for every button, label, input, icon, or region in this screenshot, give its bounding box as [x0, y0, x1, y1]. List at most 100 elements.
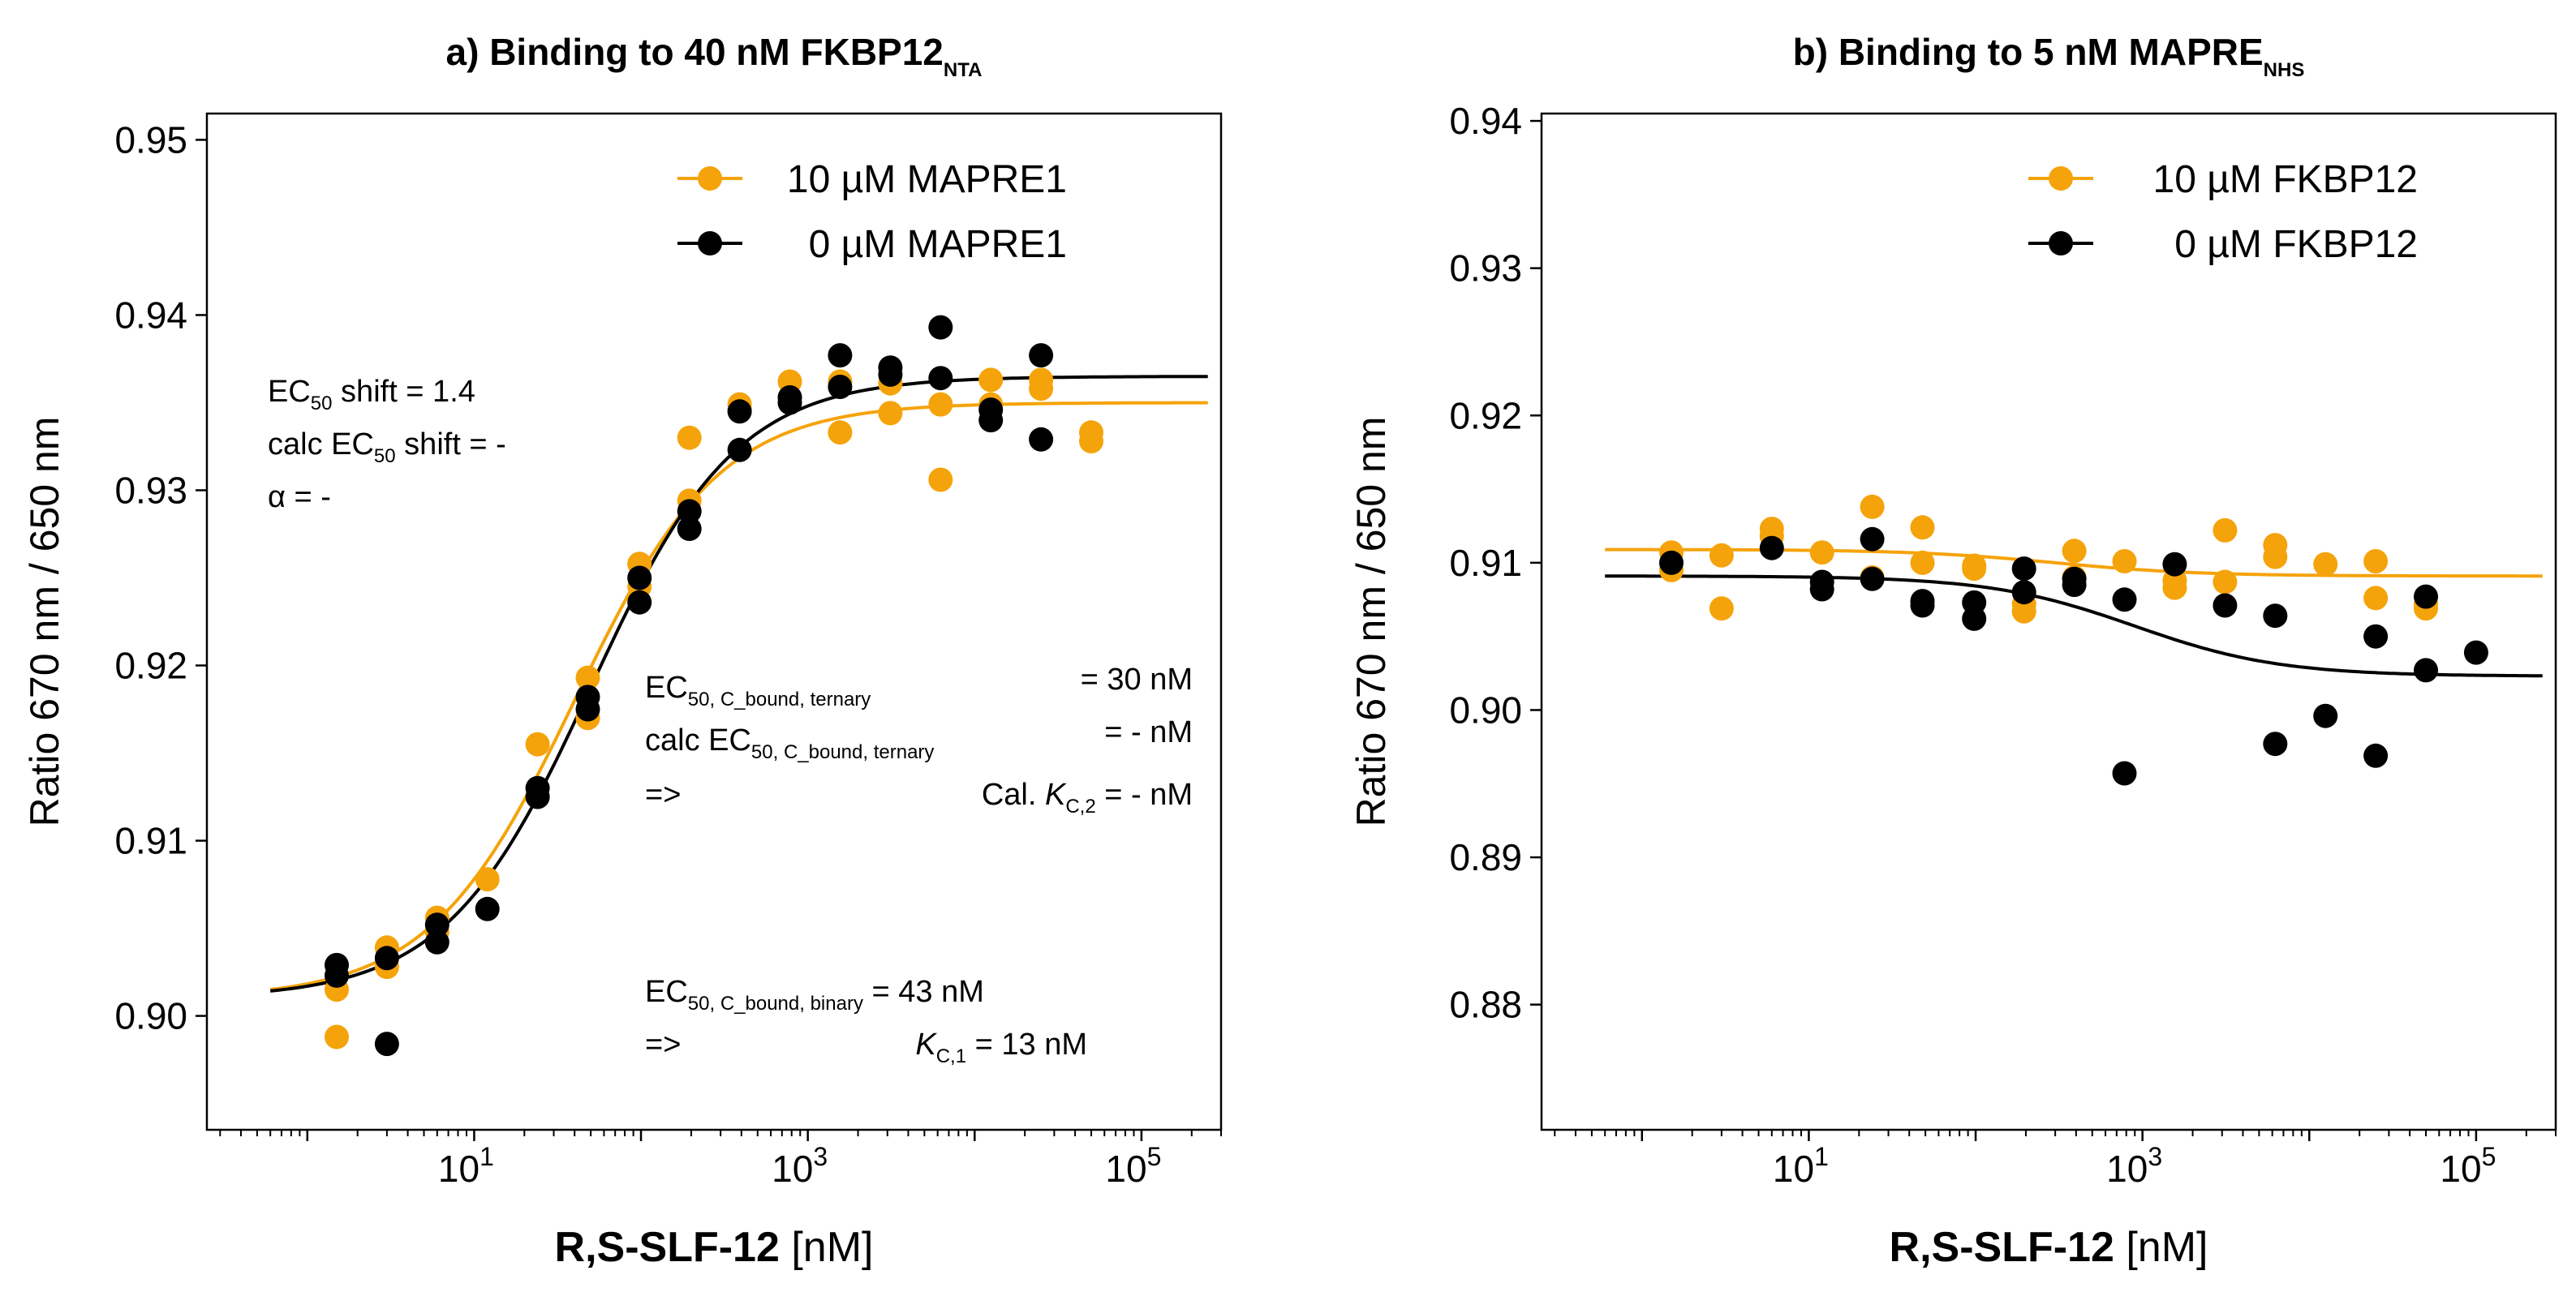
data-point-series-2 — [2363, 743, 2389, 768]
data-point-series-1 — [878, 401, 903, 426]
data-point-series-2 — [2011, 580, 2036, 605]
chart-title-main: a) Binding to 40 nM FKBP12 — [446, 31, 944, 73]
data-point-series-2 — [374, 1032, 399, 1057]
legend-marker-series-2 — [698, 231, 722, 255]
data-point-series-2 — [1809, 577, 1834, 602]
data-point-series-1 — [1860, 494, 1885, 519]
data-point-series-2 — [2263, 732, 2288, 757]
ann-subscript: 50, C_bound, ternary — [688, 689, 871, 710]
x-tick-label: 103 — [2106, 1142, 2162, 1190]
data-point-series-2 — [424, 929, 449, 955]
data-point-series-1 — [1029, 367, 1054, 393]
y-tick-label: 0.90 — [114, 995, 187, 1037]
data-point-series-2 — [575, 697, 600, 722]
data-point-series-1 — [677, 425, 702, 450]
ann-text: EC — [645, 671, 688, 705]
x-axis-label-unit: [nM] — [2114, 1224, 2208, 1271]
ann-text: shift = 1.4 — [333, 375, 475, 409]
data-point-series-1 — [2363, 586, 2389, 611]
data-point-series-2 — [2213, 593, 2238, 618]
legend-marker-series-1 — [2049, 166, 2073, 191]
y-tick-label: 0.94 — [1449, 100, 1522, 142]
data-point-series-1 — [475, 867, 500, 892]
data-point-series-2 — [978, 397, 1004, 423]
data-point-series-2 — [1962, 606, 1987, 631]
x-axis-label: R,S-SLF-12 [nM] — [1890, 1224, 2208, 1271]
data-point-series-2 — [1860, 566, 1885, 591]
x-axis-label-unit: [nM] — [780, 1224, 874, 1271]
data-point-series-1 — [828, 420, 853, 445]
legend-marker-series-2 — [2049, 231, 2073, 255]
data-point-series-2 — [627, 565, 652, 590]
data-point-series-2 — [2313, 703, 2338, 728]
legend-label-series-1: 10 µM MAPRE1 — [787, 158, 1067, 201]
data-point-series-2 — [677, 517, 702, 541]
y-tick-label: 0.89 — [1449, 836, 1522, 878]
x-tick-base: 10 — [772, 1148, 813, 1190]
annotation-arrow-kc2: => — [645, 778, 681, 812]
chart-title-subscript: NHS — [2264, 59, 2305, 81]
data-point-series-1 — [525, 732, 550, 757]
annotation-kc1: KC,1 = 13 nM — [915, 1028, 1087, 1067]
data-point-series-1 — [2112, 549, 2137, 573]
data-point-series-2 — [1910, 593, 1935, 618]
ann-text: calc EC — [268, 427, 374, 461]
y-tick-label: 0.93 — [114, 469, 187, 511]
data-point-series-2 — [325, 963, 349, 988]
x-tick-exponent: 5 — [1147, 1142, 1162, 1171]
data-point-series-2 — [928, 315, 953, 340]
data-point-series-1 — [1809, 540, 1834, 565]
y-tick-label: 0.92 — [1449, 394, 1522, 436]
y-tick-label: 0.91 — [1449, 542, 1522, 584]
data-point-series-2 — [2112, 761, 2137, 786]
data-point-series-2 — [1759, 535, 1784, 560]
ann-subscript: 50, C_bound, binary — [688, 993, 863, 1015]
data-point-series-2 — [1860, 526, 1885, 552]
data-point-series-2 — [2162, 552, 2187, 577]
y-axis-label: Ratio 670 nm / 650 nm — [1348, 417, 1394, 827]
annotation-calc-ec50-shift: calc EC50 shift = - — [268, 427, 506, 467]
chart-title: a) Binding to 40 nM FKBP12NTA — [446, 31, 983, 81]
ann-text: = 13 nM — [966, 1028, 1087, 1062]
ann-text: shift = - — [396, 427, 506, 461]
x-axis-label-compound: R,S-SLF-12 — [1890, 1224, 2114, 1271]
panel-b: b) Binding to 5 nM MAPRENHS 0.88 0.89 0.90 0… — [1348, 31, 2557, 1271]
legend-marker-series-1 — [698, 166, 722, 191]
data-point-series-2 — [828, 375, 853, 399]
data-point-series-1 — [575, 665, 600, 690]
annotation-alpha: α = - — [268, 480, 331, 514]
data-point-series-2 — [2414, 584, 2438, 609]
annotation-ec50-binary: EC50, C_bound, binary = 43 nM — [645, 975, 984, 1015]
y-tick-label: 0.95 — [114, 118, 187, 161]
data-point-series-1 — [1709, 596, 1734, 621]
chart-title-main: b) Binding to 5 nM MAPRE — [1793, 31, 2264, 73]
data-point-series-1 — [1962, 556, 1987, 582]
legend-label-series-1: 10 µM FKBP12 — [2153, 158, 2418, 201]
ann-subscript: C,1 — [936, 1045, 966, 1067]
data-point-series-1 — [2162, 575, 2187, 600]
data-point-series-2 — [777, 390, 802, 415]
data-point-series-2 — [2263, 603, 2288, 629]
data-point-series-2 — [1029, 343, 1054, 368]
annotation-calc-ec50-ternary: calc EC50, C_bound, ternary — [645, 723, 934, 763]
ann-text: = 43 nM — [863, 975, 984, 1009]
data-point-series-2 — [2463, 640, 2488, 665]
data-point-series-1 — [325, 1024, 349, 1049]
data-point-series-2 — [1029, 427, 1054, 452]
x-tick-exponent: 3 — [2148, 1142, 2162, 1171]
data-point-series-2 — [677, 499, 702, 524]
annotation-ec50-shift: EC50 shift = 1.4 — [268, 375, 475, 414]
x-tick-label: 105 — [1105, 1142, 1161, 1190]
ann-italic: K — [915, 1028, 937, 1062]
ann-text: EC — [645, 975, 688, 1009]
x-tick-exponent: 1 — [1814, 1142, 1829, 1171]
data-point-series-2 — [525, 784, 550, 809]
y-tick-label: 0.92 — [114, 645, 187, 687]
data-point-series-2 — [1659, 550, 1684, 575]
fit-curve-series-2 — [1605, 574, 2543, 678]
data-point-series-2 — [2414, 658, 2438, 683]
data-point-series-1 — [928, 467, 953, 492]
legend-label-series-2: 0 µM FKBP12 — [2174, 223, 2418, 266]
data-point-series-1 — [2213, 569, 2238, 594]
x-tick-base: 10 — [2106, 1148, 2148, 1190]
